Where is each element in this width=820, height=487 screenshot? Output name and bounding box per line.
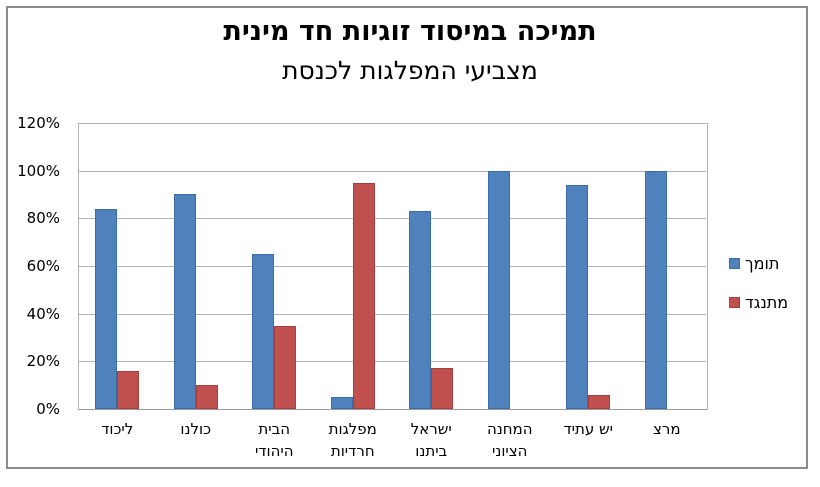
x-axis-label-line: מפלגות: [328, 420, 377, 438]
x-axis-label-line: הבית: [258, 420, 291, 438]
y-axis-label: 0%: [36, 400, 60, 418]
x-axis-label-line: מרצ: [652, 420, 681, 438]
chart-title: תמיכה במיסוד זוגיות חד מינית: [223, 16, 597, 47]
y-axis-label: 40%: [26, 304, 60, 323]
legend-swatch-icon: [729, 257, 740, 269]
x-axis-label-line: ליכוד: [101, 420, 134, 438]
x-axis-label-line: חרדיות: [330, 442, 375, 460]
bar-support: [173, 194, 196, 409]
x-axis-label-line: המחנה: [486, 420, 533, 438]
y-axis-label: 80%: [26, 209, 60, 228]
x-axis-label: המחנה הציוני: [465, 418, 555, 462]
x-axis-line: [78, 409, 707, 410]
chart-subtitle: מצביעי המפלגות לכנסת: [282, 56, 538, 85]
x-axis-label: ישראל ביתנו: [386, 418, 476, 462]
gridline-60: [78, 266, 706, 267]
y-axis-label: 60%: [26, 257, 60, 275]
x-axis-label: ליכוד: [72, 418, 162, 440]
bar-support: [566, 185, 589, 409]
bar-oppose: [588, 395, 611, 409]
x-axis-label-line: הציוני: [491, 442, 528, 460]
bar-support: [409, 211, 432, 409]
bar-oppose: [431, 368, 454, 409]
bar-support: [330, 397, 353, 409]
legend: תומך מתנגד: [729, 252, 817, 330]
x-axis-label: הבית היהודי: [229, 418, 319, 462]
y-axis-label: 100%: [17, 161, 60, 180]
bar-oppose: [117, 371, 140, 409]
gridline-20: [78, 361, 706, 363]
plot-area: [78, 123, 708, 410]
gridline-80: [78, 218, 706, 220]
legend-swatch-icon: [729, 296, 740, 308]
y-axis-label: 120%: [17, 114, 60, 132]
bar-support: [252, 254, 275, 409]
bar-oppose: [274, 326, 297, 409]
x-axis-label-line: ישראל: [410, 420, 452, 438]
legend-item-oppose: מתנגד: [729, 291, 817, 313]
chart-outer-frame: [6, 6, 808, 469]
legend-label: תומך: [745, 253, 780, 273]
x-axis-label-line: היהודי: [254, 442, 294, 460]
bar-support: [487, 171, 510, 409]
bar-support: [644, 171, 667, 409]
bar-support: [95, 209, 118, 409]
bar-oppose: [352, 183, 375, 409]
x-axis-label: מפלגות חרדיות: [308, 418, 398, 462]
legend-item-support: תומך: [729, 252, 817, 274]
x-axis-label: יש עתיד: [543, 418, 633, 440]
x-axis-label: כולנו: [151, 418, 241, 440]
gridline-100: [78, 170, 706, 172]
x-axis-label: מרצ: [622, 418, 712, 440]
bar-oppose: [195, 385, 218, 409]
gridline-40: [78, 313, 706, 315]
x-axis-label-line: ביתנו: [415, 442, 448, 460]
x-axis-label-line: כולנו: [180, 420, 212, 438]
legend-label: מתנגד: [745, 292, 789, 312]
y-axis-label: 20%: [26, 352, 60, 371]
x-axis-label-line: יש עתיד: [563, 420, 614, 438]
